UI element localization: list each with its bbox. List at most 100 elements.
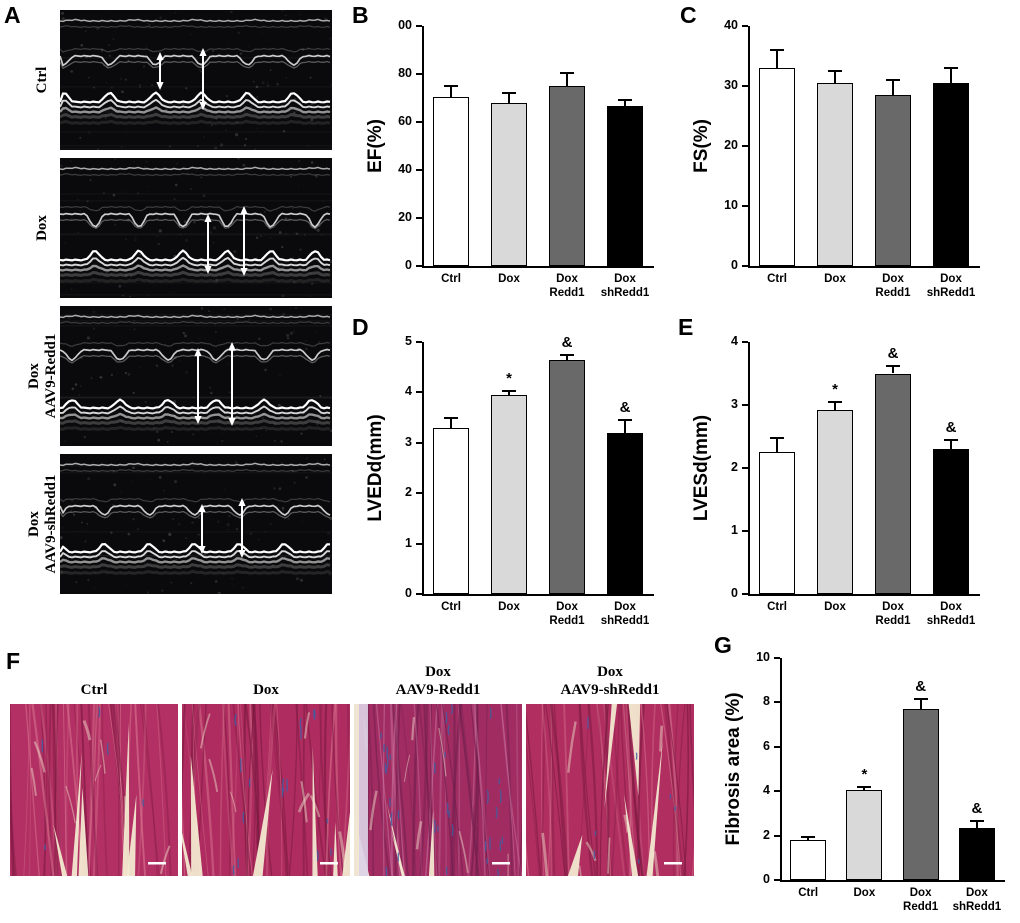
y-axis-tick [416,492,422,495]
y-tick-label: 20 [724,138,738,152]
panel-f-histology: Ctrl Dox Dox AAV9-Redd1 Dox AAV9-shRedd1 [0,650,720,917]
error-bar-stem [508,390,510,395]
chart-ef-percent: EF(%) 0 20 40 60 80 00 Ctrl Dox Dox Redd1 Dox shRe… [350,2,662,312]
y-tick-label: 30 [724,78,738,92]
bar [491,102,527,266]
y-tick-label: 20 [398,210,412,224]
echocardiogram-image [59,454,333,595]
error-bar-cap [801,835,816,838]
y-tick-label: 4 [731,334,738,348]
bar [433,96,469,266]
echo-row-label-cell: Dox AAV9-shRedd1 [25,454,59,594]
echo-row: Dox [26,156,334,298]
y-tick-label: 80 [398,66,412,80]
y-axis-tick [742,265,748,267]
x-axis-line [748,266,980,268]
error-bar-cap [444,416,458,419]
histology-group-label: Dox AAV9-shRedd1 [560,663,660,699]
significance-marker: * [861,766,868,784]
x-axis-line [780,880,1005,882]
echo-row: Ctrl [26,9,334,151]
bar [491,394,527,594]
echo-row-label: Dox AAV9-shRedd1 [25,474,59,574]
bar [902,709,939,880]
y-axis-tick [742,467,748,469]
x-tick-label: Dox [824,601,846,613]
histology-image [516,699,720,917]
x-tick-label: Dox shRedd1 [926,273,976,299]
x-tick-label: Ctrl [767,273,787,285]
bar [549,359,585,594]
y-tick-label: 40 [398,162,412,176]
echocardiogram-image [58,9,334,151]
significance-marker: & [619,399,631,417]
chart-lvesd-mm: LVESd(mm) 0 1 2 3 4 Ctrl * Dox & Dox Redd1 & Dox shR… [676,314,1018,636]
bar [817,410,853,594]
histology-column: Dox [166,650,360,881]
x-tick-label: Dox [498,273,520,285]
error-bar-stem [450,417,452,428]
significance-marker: & [915,678,927,696]
error-bar-stem [807,836,810,841]
y-tick-label: 0 [763,872,770,886]
y-tick-label: 8 [763,694,770,709]
error-bar-stem [566,72,568,86]
y-axis-line [780,658,782,882]
y-tick-label: 40 [724,18,738,32]
panel-a-echocardiograms: Ctrl Dox Dox AAV9-Redd1 Dox AAV9-shRedd1 [26,6,334,606]
error-bar-cap [770,49,784,51]
y-tick-label: 0 [405,258,412,272]
bar [958,827,995,880]
error-bar-cap [618,419,632,422]
panel-letter-c: C [680,2,697,28]
y-axis-tick [742,85,748,87]
x-axis-line [422,266,654,268]
bar [433,427,469,594]
x-tick-label: Ctrl [767,601,787,613]
error-bar-cap [969,820,984,823]
x-tick-label: Dox Redd1 [549,273,585,299]
y-tick-label: 1 [405,535,412,550]
bar [759,452,795,594]
bar [549,86,585,266]
error-bar-cap [913,698,928,701]
y-tick-label: 3 [405,434,412,449]
panel-letter-f: F [6,648,21,674]
chart-fibrosis-area: Fibrosis area (%) 0 2 4 6 8 10 Ctrl * Dox & Dox Red… [704,628,1018,922]
x-tick-label: Dox Redd1 [875,601,911,627]
histology-image [346,699,542,906]
histology-column: Dox AAV9-shRedd1 [516,650,720,917]
y-axis-tick [416,391,422,394]
y-tick-label: 10 [756,650,770,664]
error-bar-stem [919,699,922,710]
echo-row-label: Dox [34,215,51,241]
y-axis-tick [742,341,748,343]
histology-column: Dox AAV9-Redd1 [346,650,542,906]
y-axis-line [422,342,424,596]
y-axis-label: Fibrosis area (%) [723,692,744,846]
echocardiogram-image [59,306,334,447]
error-bar-stem [508,93,510,103]
echo-row-label-cell: Dox [28,158,58,298]
y-axis-tick [742,404,748,406]
y-axis-tick [774,701,780,704]
error-bar-stem [450,86,452,97]
y-tick-label: 3 [731,397,738,411]
echo-row-label: Dox AAV9-Redd1 [25,333,59,419]
error-bar-stem [892,365,894,374]
y-tick-label: 0 [731,586,738,600]
x-tick-label: Dox shRedd1 [600,273,650,299]
significance-marker: & [945,418,957,436]
y-axis-tick [416,341,422,343]
error-bar-stem [776,438,778,453]
x-axis-line [422,594,654,596]
significance-marker: & [887,344,899,362]
y-axis-tick [774,834,780,837]
significance-marker: & [971,800,983,818]
y-axis-tick [774,745,780,748]
y-tick-label: 4 [763,783,770,798]
bar [607,432,643,594]
error-bar-stem [950,439,952,450]
y-tick-label: 2 [763,827,770,842]
x-tick-label: Dox shRedd1 [952,887,1002,913]
